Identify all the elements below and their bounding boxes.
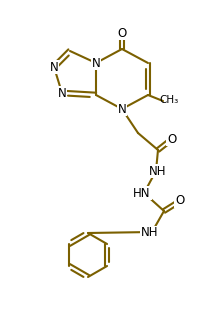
Text: N: N (91, 57, 100, 69)
Text: HN: HN (133, 186, 150, 200)
Text: N: N (117, 102, 126, 116)
Text: NH: NH (141, 226, 158, 239)
Text: O: O (117, 26, 126, 39)
Text: CH₃: CH₃ (159, 95, 178, 105)
Text: N: N (57, 87, 66, 99)
Text: O: O (175, 194, 184, 207)
Text: N: N (49, 60, 58, 74)
Text: O: O (167, 132, 176, 145)
Text: NH: NH (149, 164, 166, 178)
